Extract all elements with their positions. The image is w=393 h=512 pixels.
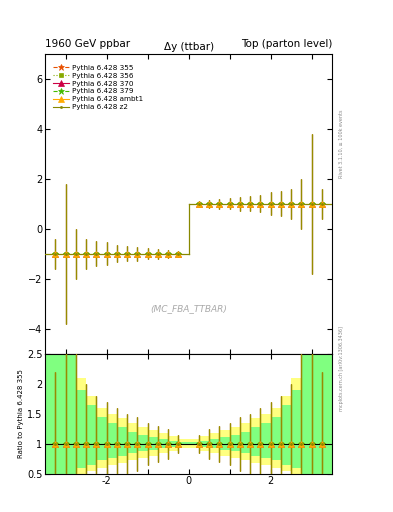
Text: (MC_FBA_TTBAR): (MC_FBA_TTBAR) bbox=[150, 304, 227, 313]
Text: Rivet 3.1.10, ≥ 100k events: Rivet 3.1.10, ≥ 100k events bbox=[339, 109, 344, 178]
Text: mcplots.cern.ch [arXiv:1306.3436]: mcplots.cern.ch [arXiv:1306.3436] bbox=[339, 326, 344, 411]
Text: 1960 GeV ppbar: 1960 GeV ppbar bbox=[45, 38, 130, 49]
Y-axis label: Ratio to Pythia 6.428 355: Ratio to Pythia 6.428 355 bbox=[18, 369, 24, 458]
Title: Δy (ttbar): Δy (ttbar) bbox=[163, 41, 214, 52]
Text: Top (parton level): Top (parton level) bbox=[241, 38, 332, 49]
Legend: Pythia 6.428 355, Pythia 6.428 356, Pythia 6.428 370, Pythia 6.428 379, Pythia 6: Pythia 6.428 355, Pythia 6.428 356, Pyth… bbox=[51, 63, 145, 112]
